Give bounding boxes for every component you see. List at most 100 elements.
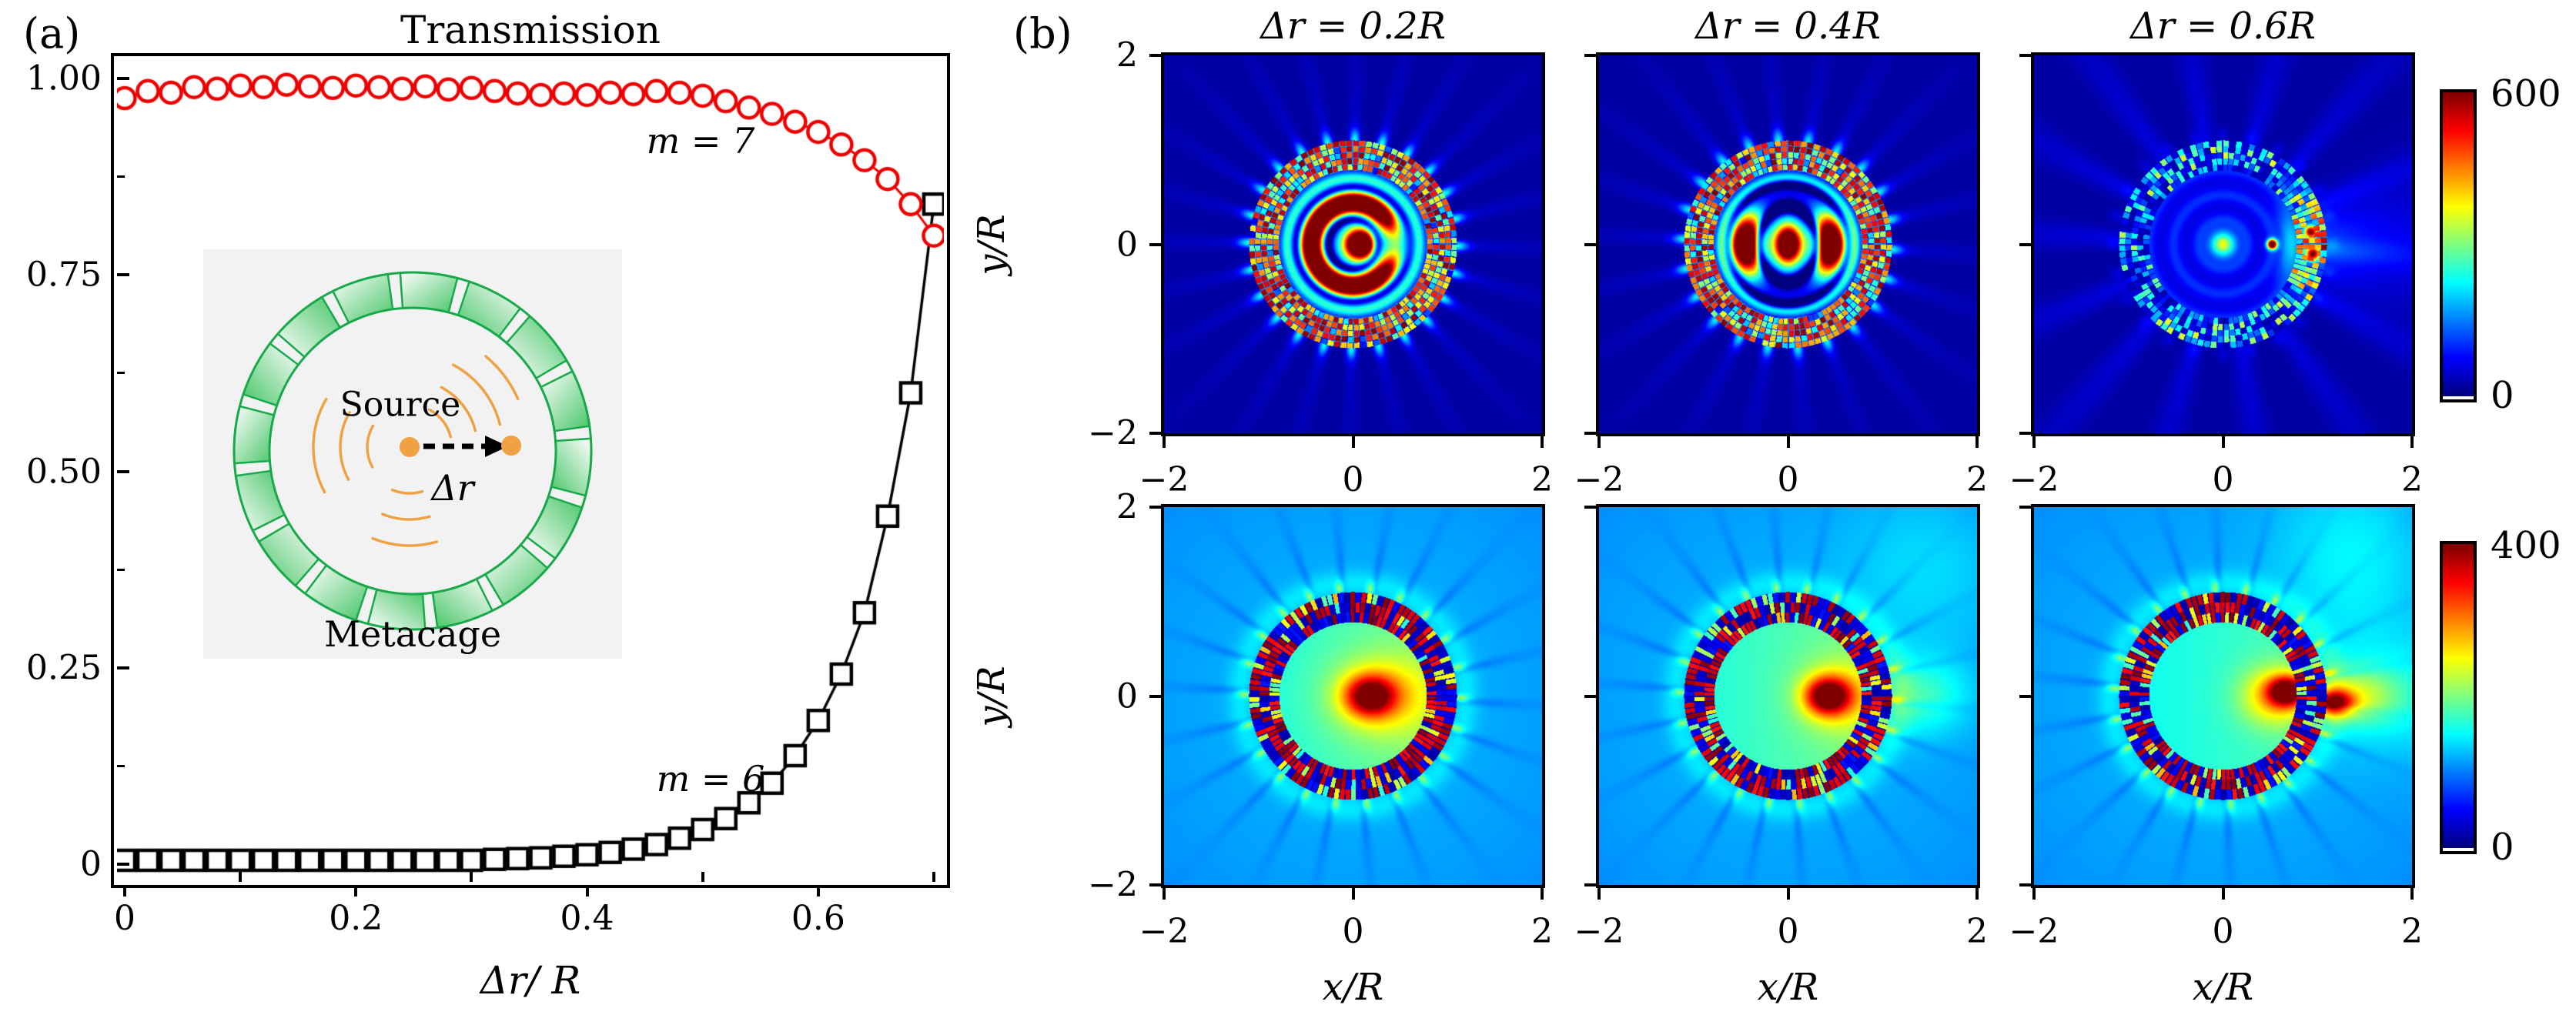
heatmap-x-tick <box>2221 436 2225 448</box>
heatmap-x-tick-label: 2 <box>1531 460 1553 499</box>
heatmap-x-tick <box>1597 888 1601 900</box>
metacage-inset: Source Δr Metacage <box>203 249 622 659</box>
heatmap-y-tick <box>1149 506 1161 509</box>
heatmap-b3-canvas <box>2034 507 2412 885</box>
heatmap-t1-frame <box>1161 52 1545 436</box>
x-major-tick <box>354 886 358 896</box>
heatmap-y-tick-label: 0 <box>1116 676 1138 716</box>
metacage-ring <box>233 271 593 631</box>
x-minor-tick <box>470 872 473 882</box>
sound-wave-arcs <box>312 355 520 547</box>
heatmap-x-tick-label: −2 <box>1139 912 1189 951</box>
colorbar-bottom-gradient <box>2443 544 2474 848</box>
inset-metacage-label: Metacage <box>323 613 502 655</box>
heatmap-x-tick <box>1541 436 1544 448</box>
heatmap-x-tick-label: −2 <box>1574 912 1624 951</box>
xR-axis-label: x/R <box>1757 966 1819 1009</box>
y-major-tick <box>117 273 129 277</box>
heatmap-b2-frame <box>1596 504 1980 888</box>
heatmap-x-tick-label: 0 <box>1777 460 1799 499</box>
heatmap-y-tick <box>1584 506 1596 509</box>
metacage-diagram <box>233 271 593 631</box>
heatmap-x-tick-label: 0 <box>2212 460 2234 499</box>
heatmap-x-tick <box>1541 888 1544 900</box>
y-major-tick <box>117 666 129 669</box>
colorbar-top-max-label: 600 <box>2491 72 2561 115</box>
heatmap-t2-frame <box>1596 52 1980 436</box>
heatmap-y-tick <box>1149 242 1161 246</box>
heatmap-x-tick <box>1786 888 1790 900</box>
panel-a-tag: (a) <box>23 9 81 58</box>
heatmap-x-tick <box>1975 888 1979 900</box>
y-tick-label: 0.25 <box>26 648 102 688</box>
colorbar-top <box>2440 89 2477 402</box>
heatmap-b1-frame <box>1161 504 1545 888</box>
y-major-tick <box>117 469 129 473</box>
series-label-m7: m = 7 <box>646 120 755 162</box>
x-tick-label: 0 <box>114 899 135 938</box>
series-label-m6: m = 6 <box>656 758 765 800</box>
heatmap-x-tick <box>2032 436 2036 448</box>
colorbar-bottom-max-label: 400 <box>2491 524 2561 567</box>
y-minor-tick <box>117 372 125 375</box>
heatmap-title-t2: Δr = 0.4R <box>1695 5 1881 48</box>
heatmap-y-tick <box>2019 883 2031 886</box>
heatmap-y-tick <box>1584 883 1596 886</box>
x-minor-tick <box>701 872 704 882</box>
heatmap-x-tick <box>1975 436 1979 448</box>
shifted-source-dot <box>501 436 521 456</box>
heatmap-x-tick-label: −2 <box>2009 912 2059 951</box>
heatmap-x-tick-label: 0 <box>1777 912 1799 951</box>
heatmap-x-tick <box>2221 888 2225 900</box>
panel-a-plot-frame <box>111 53 950 888</box>
yR-axis-label: y/R <box>970 665 1013 727</box>
heatmap-x-tick <box>2032 888 2036 900</box>
heatmap-x-tick-label: −2 <box>1574 460 1624 499</box>
heatmap-t3-canvas <box>2034 55 2412 433</box>
xR-axis-label: x/R <box>1322 966 1384 1009</box>
delta-r-arrow <box>423 436 508 457</box>
y-tick-label: 0 <box>80 844 102 884</box>
heatmap-y-tick <box>1149 883 1161 886</box>
y-tick-label: 1.00 <box>26 58 102 98</box>
heatmap-x-tick-label: −2 <box>1139 460 1189 499</box>
colorbar-top-gradient <box>2443 92 2474 396</box>
source-dot <box>400 437 420 457</box>
heatmap-y-tick-label: −2 <box>1088 413 1138 453</box>
heatmap-x-tick <box>1597 436 1601 448</box>
heatmap-x-tick <box>1351 436 1355 448</box>
x-minor-tick <box>239 872 243 882</box>
y-tick-label: 0.75 <box>26 255 102 295</box>
heatmap-x-tick <box>1351 888 1355 900</box>
heatmap-title-t3: Δr = 0.6R <box>2130 5 2316 48</box>
y-major-tick <box>117 77 129 80</box>
heatmap-y-tick <box>1149 54 1161 57</box>
heatmap-x-tick-label: 0 <box>1342 460 1364 499</box>
heatmap-x-tick-label: 2 <box>1531 912 1553 951</box>
heatmap-y-tick <box>1149 432 1161 435</box>
heatmap-x-tick-label: 2 <box>1966 460 1988 499</box>
heatmap-y-tick <box>1149 694 1161 698</box>
heatmap-y-tick <box>1584 242 1596 246</box>
y-minor-tick <box>117 175 125 179</box>
panel-a-title: Transmission <box>400 8 661 52</box>
heatmap-y-tick <box>2019 432 2031 435</box>
heatmap-y-tick <box>1584 432 1596 435</box>
heatmap-b3-frame <box>2031 504 2415 888</box>
x-minor-tick <box>932 872 935 882</box>
heatmap-x-tick-label: 2 <box>1966 912 1988 951</box>
y-tick-label: 0.50 <box>26 452 102 491</box>
heatmap-x-tick-label: −2 <box>2009 460 2059 499</box>
x-major-tick <box>816 886 820 896</box>
xR-axis-label: x/R <box>2192 966 2254 1009</box>
heatmap-x-tick-label: 0 <box>2212 912 2234 951</box>
heatmap-t1-canvas <box>1164 55 1542 433</box>
x-major-tick <box>123 886 126 896</box>
y-minor-tick <box>117 568 125 571</box>
colorbar-bottom <box>2440 541 2477 854</box>
heatmap-y-tick-label: −2 <box>1088 865 1138 905</box>
inset-source-label: Source <box>340 385 461 425</box>
heatmap-x-tick <box>2410 888 2414 900</box>
yR-axis-label: y/R <box>970 213 1013 275</box>
